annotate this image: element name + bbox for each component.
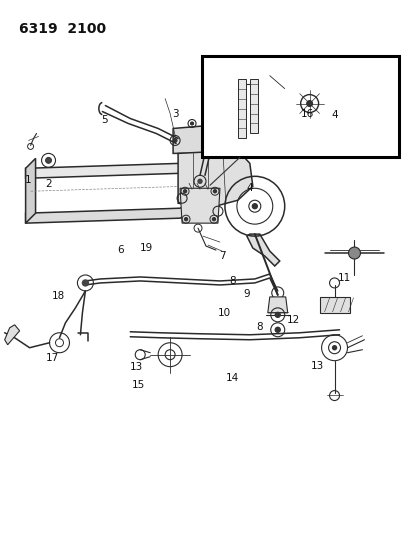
- Circle shape: [191, 122, 193, 125]
- Circle shape: [252, 204, 257, 209]
- Circle shape: [184, 190, 186, 193]
- Text: 6: 6: [117, 245, 124, 255]
- Polygon shape: [250, 79, 258, 133]
- Polygon shape: [26, 198, 200, 223]
- Circle shape: [333, 346, 337, 350]
- Text: 17: 17: [46, 353, 59, 362]
- Text: 13: 13: [311, 361, 324, 370]
- Circle shape: [173, 139, 177, 142]
- Circle shape: [198, 179, 202, 183]
- Bar: [319, 297, 350, 313]
- Circle shape: [213, 190, 217, 193]
- Text: 6319  2100: 6319 2100: [19, 22, 106, 36]
- Circle shape: [213, 217, 215, 221]
- Text: 10: 10: [217, 308, 231, 318]
- Text: 16: 16: [301, 109, 314, 118]
- Text: 19: 19: [140, 243, 153, 253]
- Text: 9: 9: [244, 289, 250, 299]
- Polygon shape: [4, 325, 20, 345]
- Circle shape: [82, 280, 89, 286]
- Text: 4: 4: [246, 183, 253, 193]
- Text: 15: 15: [132, 379, 145, 390]
- Polygon shape: [173, 124, 250, 154]
- Polygon shape: [247, 234, 280, 266]
- Circle shape: [275, 327, 280, 332]
- Bar: [202, 56, 399, 157]
- Circle shape: [184, 217, 188, 221]
- Polygon shape: [268, 297, 288, 313]
- Polygon shape: [180, 188, 220, 223]
- Text: 5: 5: [101, 115, 108, 125]
- Text: 7: 7: [219, 251, 225, 261]
- Text: 2: 2: [45, 179, 52, 189]
- Text: 13: 13: [130, 362, 143, 372]
- Circle shape: [348, 247, 360, 259]
- Text: 4: 4: [331, 109, 338, 119]
- Polygon shape: [238, 79, 246, 139]
- Text: 8: 8: [230, 276, 236, 286]
- Text: 1: 1: [25, 175, 32, 185]
- Text: 11: 11: [338, 273, 351, 283]
- Circle shape: [46, 157, 51, 163]
- Polygon shape: [178, 150, 253, 208]
- Text: 12: 12: [287, 315, 300, 325]
- Circle shape: [307, 101, 313, 107]
- Text: 8: 8: [257, 322, 263, 332]
- Text: 18: 18: [52, 291, 65, 301]
- Polygon shape: [26, 154, 200, 179]
- Circle shape: [275, 312, 280, 317]
- Text: 14: 14: [226, 373, 239, 383]
- Polygon shape: [26, 158, 35, 223]
- Text: 3: 3: [172, 109, 178, 118]
